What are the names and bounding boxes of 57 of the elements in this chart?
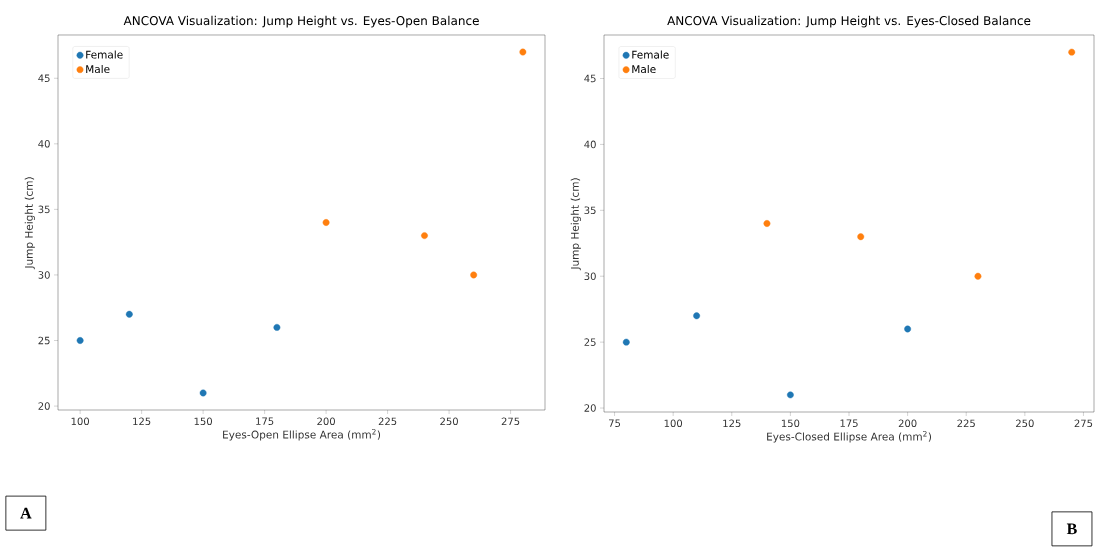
legend-label: Female — [632, 50, 669, 59]
x-tick-label: 150 — [194, 417, 213, 426]
text: A — [20, 507, 32, 519]
x-tick-label: 100 — [71, 417, 90, 426]
x-tick-label: 175 — [256, 417, 274, 425]
point — [693, 312, 701, 320]
legend-label: Female — [86, 50, 123, 59]
legend-label: Male — [86, 64, 110, 74]
point — [519, 48, 527, 56]
y-tick-label: 25 — [584, 338, 596, 346]
y-tick-label: 35 — [38, 205, 50, 214]
chart-title: ANCOVA Visualization: Jump Height vs. Eyes-Closed Balance — [667, 15, 1031, 28]
point — [763, 220, 771, 227]
x-tick-label: 225 — [378, 417, 397, 426]
x-tick-label: 250 — [1016, 419, 1034, 428]
point — [470, 271, 478, 279]
point — [421, 232, 428, 240]
text: B — [1066, 523, 1077, 535]
x-tick-label: 150 — [781, 419, 800, 428]
y-tick-label: 45 — [584, 74, 596, 83]
point — [322, 219, 330, 226]
point — [857, 233, 865, 241]
y-tick-label: 20 — [38, 402, 50, 410]
point — [125, 310, 133, 318]
point — [904, 325, 912, 333]
x-tick-label: 200 — [898, 419, 917, 428]
y-tick-label: 40 — [584, 140, 596, 149]
x-tick-label: 75 — [609, 419, 621, 427]
x-tick-label: 250 — [440, 417, 458, 426]
point — [273, 324, 281, 331]
y-axis-title: Jump Height (cm) — [570, 178, 581, 271]
x-tick-label: 200 — [317, 417, 335, 426]
x-tick-label: 275 — [501, 417, 520, 426]
y-tick-label: 30 — [584, 272, 596, 281]
x-axis-title: Eyes-Closed Ellipse Area (mm$^{2}$) — [767, 430, 932, 443]
point — [786, 391, 794, 399]
y-tick-label: 45 — [38, 74, 50, 82]
point — [199, 389, 207, 397]
x-tick-label: 175 — [840, 419, 858, 427]
y-tick-label: 35 — [584, 206, 596, 215]
x-tick-label: 125 — [133, 417, 151, 426]
point — [974, 272, 982, 280]
x-tick-label: 275 — [1074, 419, 1093, 428]
y-tick-label: 40 — [38, 140, 50, 148]
point — [76, 337, 84, 344]
point — [622, 338, 630, 346]
x-tick-label: 100 — [664, 419, 683, 428]
x-tick-label: 125 — [723, 419, 741, 428]
y-tick-label: 25 — [38, 336, 50, 345]
y-axis-title: Jump Height (cm) — [24, 177, 35, 270]
y-tick-label: 30 — [38, 271, 50, 279]
x-axis-title: Eyes-Open Ellipse Area (mm$^{2}$) — [223, 428, 381, 441]
chart-title: ANCOVA Visualization: Jump Height vs. Eyes-Open Balance — [123, 15, 479, 28]
y-tick-label: 20 — [584, 404, 596, 412]
x-tick-label: 225 — [957, 419, 975, 428]
point — [1068, 48, 1076, 56]
legend-label: Male — [632, 65, 656, 74]
